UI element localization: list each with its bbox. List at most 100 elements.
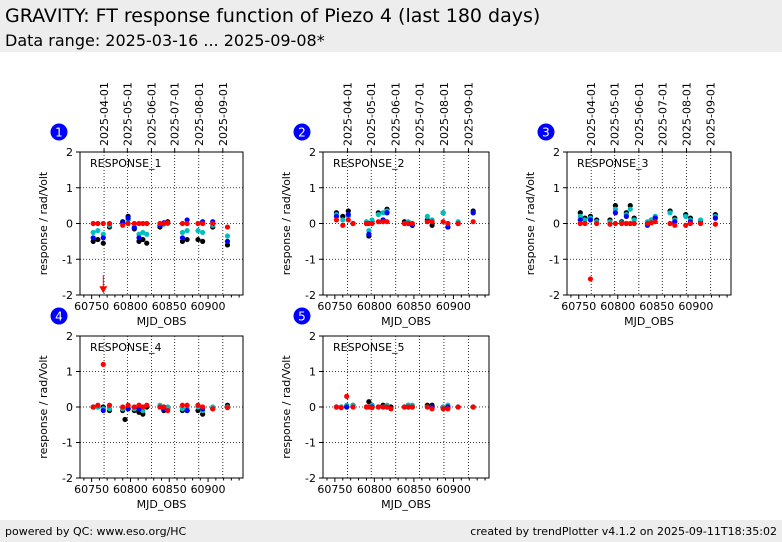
- data-point-black: [184, 236, 190, 243]
- y-tick-label: -2: [305, 289, 316, 302]
- y-axis-label: response / rad/Volt: [280, 355, 293, 459]
- data-point-cyan: [100, 231, 106, 237]
- x-tick-label: 60850: [639, 300, 674, 313]
- data-point-red: [345, 217, 351, 223]
- date-tick-label: 2025-07-01: [656, 82, 669, 146]
- data-point-red: [440, 406, 446, 412]
- data-point-blue: [224, 238, 231, 244]
- date-tick-label: 2025-08-01: [680, 82, 693, 146]
- data-point-blue: [100, 235, 106, 241]
- data-point-red: [375, 404, 381, 410]
- data-point-black: [366, 399, 372, 405]
- data-point-red: [697, 220, 704, 227]
- data-point-red: [184, 220, 190, 227]
- data-point-blue: [445, 224, 451, 230]
- data-point-red: [344, 393, 350, 399]
- y-tick-label: 2: [553, 146, 560, 159]
- y-tick-label: -2: [62, 472, 73, 485]
- x-tick-label: 60800: [600, 300, 635, 313]
- data-point-red: [95, 220, 101, 227]
- x-tick-label: 60900: [191, 300, 226, 313]
- data-point-red: [375, 219, 381, 225]
- data-point-cyan: [195, 228, 201, 234]
- date-tick-label: 2025-04-01: [342, 82, 355, 146]
- panel-number-label: 1: [55, 126, 63, 140]
- data-point-red: [672, 222, 678, 228]
- data-point-red: [333, 217, 340, 223]
- data-point-red: [445, 406, 451, 412]
- data-point-blue: [366, 231, 372, 237]
- panel-number-badge: [537, 123, 555, 141]
- data-point-blue: [470, 210, 476, 216]
- y-tick-label: 1: [66, 366, 73, 379]
- data-point-red: [144, 402, 150, 408]
- data-point-black: [144, 240, 150, 246]
- data-point-black: [122, 416, 128, 423]
- data-point-red: [405, 404, 411, 410]
- data-point-red: [405, 220, 411, 227]
- data-point-red: [95, 402, 101, 408]
- series-label: RESPONSE_3: [577, 157, 649, 170]
- data-point-black: [340, 213, 346, 219]
- data-point-red: [224, 405, 231, 411]
- y-tick-label: -1: [549, 253, 560, 266]
- y-tick-label: 2: [309, 330, 316, 343]
- date-tick-label: 2025-09-01: [462, 82, 475, 146]
- data-point-red: [120, 222, 126, 228]
- data-point-blue: [652, 215, 658, 221]
- data-point-red: [338, 405, 344, 411]
- data-point-black: [179, 238, 186, 244]
- data-point-red: [210, 406, 216, 412]
- data-point-red: [131, 220, 137, 227]
- data-point-cyan: [683, 213, 689, 219]
- data-point-cyan: [627, 206, 633, 212]
- data-point-red: [369, 405, 375, 411]
- data-point-red: [667, 220, 673, 227]
- data-point-red: [165, 220, 171, 226]
- data-point-red: [582, 220, 588, 227]
- data-point-black: [627, 203, 633, 209]
- data-point-red: [445, 220, 451, 227]
- data-point-red: [631, 220, 637, 227]
- data-point-cyan: [95, 228, 101, 234]
- data-point-red: [350, 220, 356, 227]
- data-point-red: [440, 219, 446, 225]
- data-point-red: [184, 402, 190, 408]
- data-point-cyan: [582, 217, 588, 223]
- data-point-red: [106, 402, 113, 408]
- data-point-red: [384, 404, 390, 410]
- y-tick-label: 0: [309, 218, 316, 231]
- y-tick-label: -1: [305, 437, 316, 450]
- data-point-red: [90, 404, 96, 410]
- data-point-blue: [623, 213, 629, 219]
- data-point-red: [140, 220, 146, 227]
- data-point-red: [683, 222, 689, 228]
- data-point-red: [587, 276, 594, 282]
- data-point-blue: [131, 225, 137, 231]
- data-point-red: [200, 220, 206, 227]
- data-point-red: [340, 222, 346, 228]
- data-point-red: [424, 219, 430, 225]
- data-point-cyan: [380, 210, 386, 216]
- data-point-red: [652, 219, 658, 225]
- data-point-cyan: [366, 228, 372, 234]
- data-point-red: [161, 220, 167, 227]
- data-point-red: [401, 404, 408, 410]
- series-label: RESPONSE_5: [333, 341, 405, 354]
- data-point-cyan: [200, 229, 206, 236]
- data-point-red: [210, 220, 216, 227]
- data-point-red: [409, 404, 415, 410]
- x-tick-label: 60900: [191, 483, 226, 496]
- data-point-red: [157, 220, 163, 227]
- y-tick-label: 0: [309, 401, 316, 414]
- page-header: GRAVITY: FT response function of Piezo 4…: [0, 0, 782, 52]
- y-tick-label: -1: [62, 253, 73, 266]
- x-axis-label: MJD_OBS: [624, 315, 674, 328]
- data-point-cyan: [90, 229, 96, 236]
- panel-number-label: 3: [542, 126, 550, 140]
- date-tick-label: 2025-07-01: [413, 82, 426, 146]
- data-point-blue: [612, 210, 619, 216]
- panel-number-badge: [50, 123, 68, 141]
- data-point-black: [136, 238, 142, 244]
- data-point-blue: [384, 210, 390, 216]
